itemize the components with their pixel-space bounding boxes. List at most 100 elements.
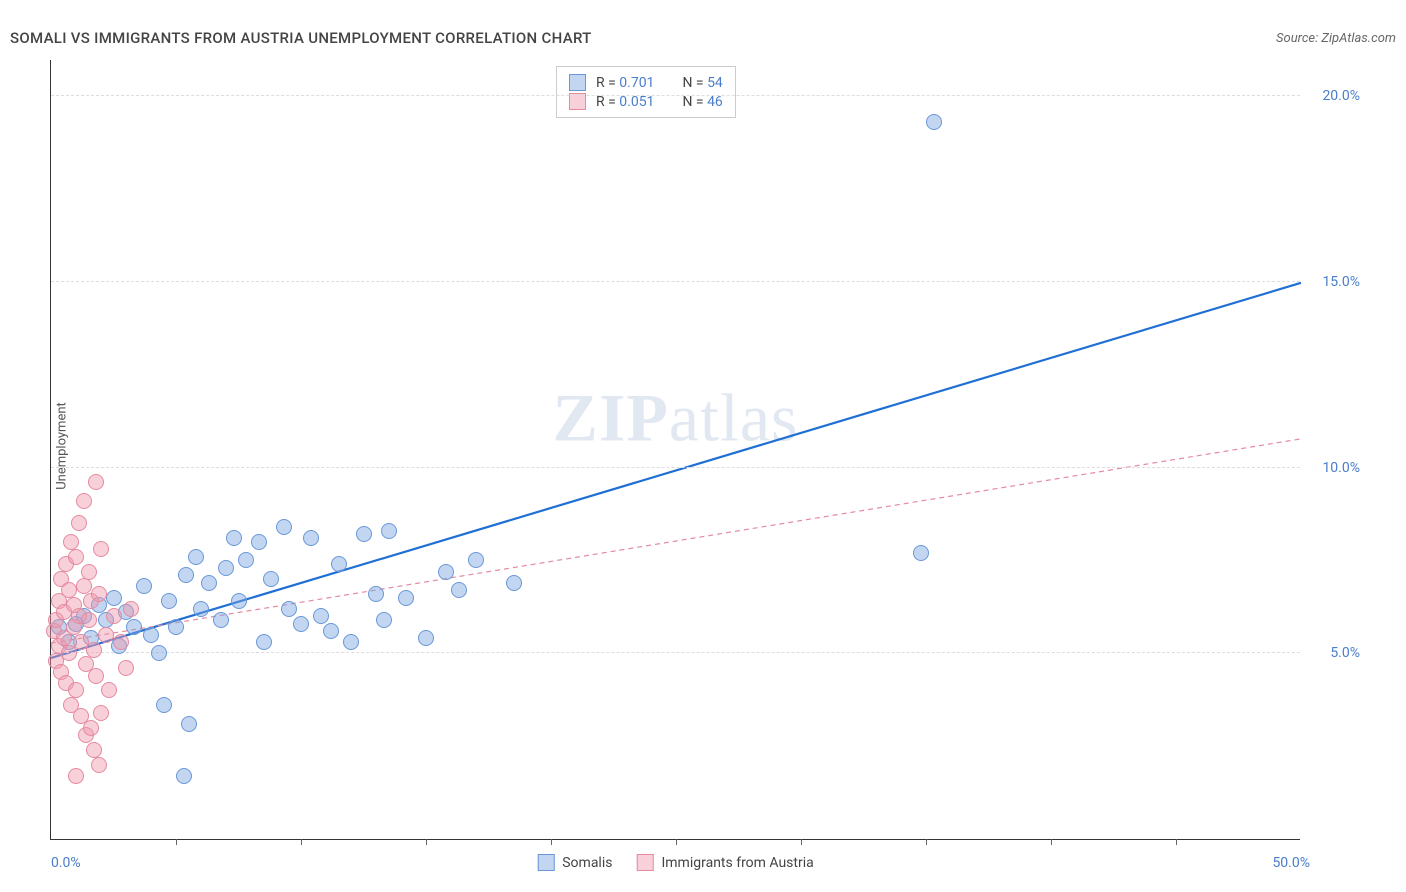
data-point xyxy=(368,586,384,602)
data-point xyxy=(201,575,217,591)
data-point xyxy=(81,612,97,628)
x-tick-label: 0.0% xyxy=(51,855,81,871)
data-point xyxy=(68,682,84,698)
data-point xyxy=(451,582,467,598)
data-point xyxy=(293,616,309,632)
data-point xyxy=(83,720,99,736)
data-point xyxy=(376,612,392,628)
data-point xyxy=(168,619,184,635)
source-label: Source: ZipAtlas.com xyxy=(1276,31,1396,46)
data-point xyxy=(126,619,142,635)
data-point xyxy=(331,556,347,572)
data-point xyxy=(151,645,167,661)
x-tick xyxy=(176,839,177,845)
legend-swatch xyxy=(636,854,653,871)
title-bar: SOMALI VS IMMIGRANTS FROM AUSTRIA UNEMPL… xyxy=(10,24,1396,52)
series-legend: Somalis Immigrants from Austria xyxy=(537,854,814,871)
x-tick xyxy=(551,839,552,845)
data-point xyxy=(506,575,522,591)
trend-lines xyxy=(51,60,1301,840)
data-point xyxy=(93,705,109,721)
data-point xyxy=(193,601,209,617)
data-point xyxy=(263,571,279,587)
data-point xyxy=(136,578,152,594)
data-point xyxy=(418,630,434,646)
data-point xyxy=(106,590,122,606)
data-point xyxy=(61,582,77,598)
legend-swatch xyxy=(569,74,586,91)
data-point xyxy=(468,552,484,568)
data-point xyxy=(256,634,272,650)
plot-frame: ZIPatlas R = 0.701N = 54R = 0.051N = 46 … xyxy=(50,60,1300,840)
data-point xyxy=(143,627,159,643)
data-point xyxy=(68,768,84,784)
data-point xyxy=(251,534,267,550)
chart-title: SOMALI VS IMMIGRANTS FROM AUSTRIA UNEMPL… xyxy=(10,29,592,47)
y-tick-label: 5.0% xyxy=(1330,645,1360,661)
data-point xyxy=(86,642,102,658)
data-point xyxy=(213,612,229,628)
data-point xyxy=(343,634,359,650)
data-point xyxy=(323,623,339,639)
gridline xyxy=(51,652,1300,653)
data-point xyxy=(91,586,107,602)
y-tick-label: 10.0% xyxy=(1322,460,1360,476)
data-point xyxy=(101,682,117,698)
legend-label: Somalis xyxy=(562,855,612,871)
data-point xyxy=(303,530,319,546)
data-point xyxy=(76,493,92,509)
data-point xyxy=(381,523,397,539)
data-point xyxy=(276,519,292,535)
x-tick-label: 50.0% xyxy=(1272,855,1310,871)
data-point xyxy=(68,549,84,565)
data-point xyxy=(313,608,329,624)
y-tick-label: 20.0% xyxy=(1322,88,1360,104)
legend-swatch xyxy=(537,854,554,871)
stats-row: R = 0.701N = 54 xyxy=(569,73,723,92)
data-point xyxy=(218,560,234,576)
data-point xyxy=(91,757,107,773)
data-point xyxy=(181,716,197,732)
data-point xyxy=(98,627,114,643)
data-point xyxy=(913,545,929,561)
legend-label: Immigrants from Austria xyxy=(661,855,813,871)
y-tick-label: 15.0% xyxy=(1322,274,1360,290)
data-point xyxy=(398,590,414,606)
data-point xyxy=(88,668,104,684)
stats-legend: R = 0.701N = 54R = 0.051N = 46 xyxy=(556,66,736,118)
data-point xyxy=(88,474,104,490)
gridline xyxy=(51,281,1300,282)
data-point xyxy=(438,564,454,580)
data-point xyxy=(113,634,129,650)
data-point xyxy=(76,578,92,594)
x-tick xyxy=(801,839,802,845)
data-point xyxy=(178,567,194,583)
x-tick xyxy=(301,839,302,845)
data-point xyxy=(156,697,172,713)
data-point xyxy=(161,593,177,609)
data-point xyxy=(926,114,942,130)
data-point xyxy=(106,608,122,624)
data-point xyxy=(86,742,102,758)
x-tick xyxy=(926,839,927,845)
x-tick xyxy=(1176,839,1177,845)
data-point xyxy=(71,515,87,531)
x-tick xyxy=(426,839,427,845)
legend-item: Somalis xyxy=(537,854,612,871)
data-point xyxy=(356,526,372,542)
gridline xyxy=(51,467,1300,468)
gridline xyxy=(51,95,1300,96)
data-point xyxy=(231,593,247,609)
data-point xyxy=(238,552,254,568)
data-point xyxy=(176,768,192,784)
data-point xyxy=(63,534,79,550)
data-point xyxy=(123,601,139,617)
x-tick xyxy=(676,839,677,845)
data-point xyxy=(118,660,134,676)
data-point xyxy=(81,564,97,580)
data-point xyxy=(188,549,204,565)
legend-item: Immigrants from Austria xyxy=(636,854,813,871)
watermark: ZIPatlas xyxy=(553,379,799,458)
data-point xyxy=(61,645,77,661)
data-point xyxy=(281,601,297,617)
